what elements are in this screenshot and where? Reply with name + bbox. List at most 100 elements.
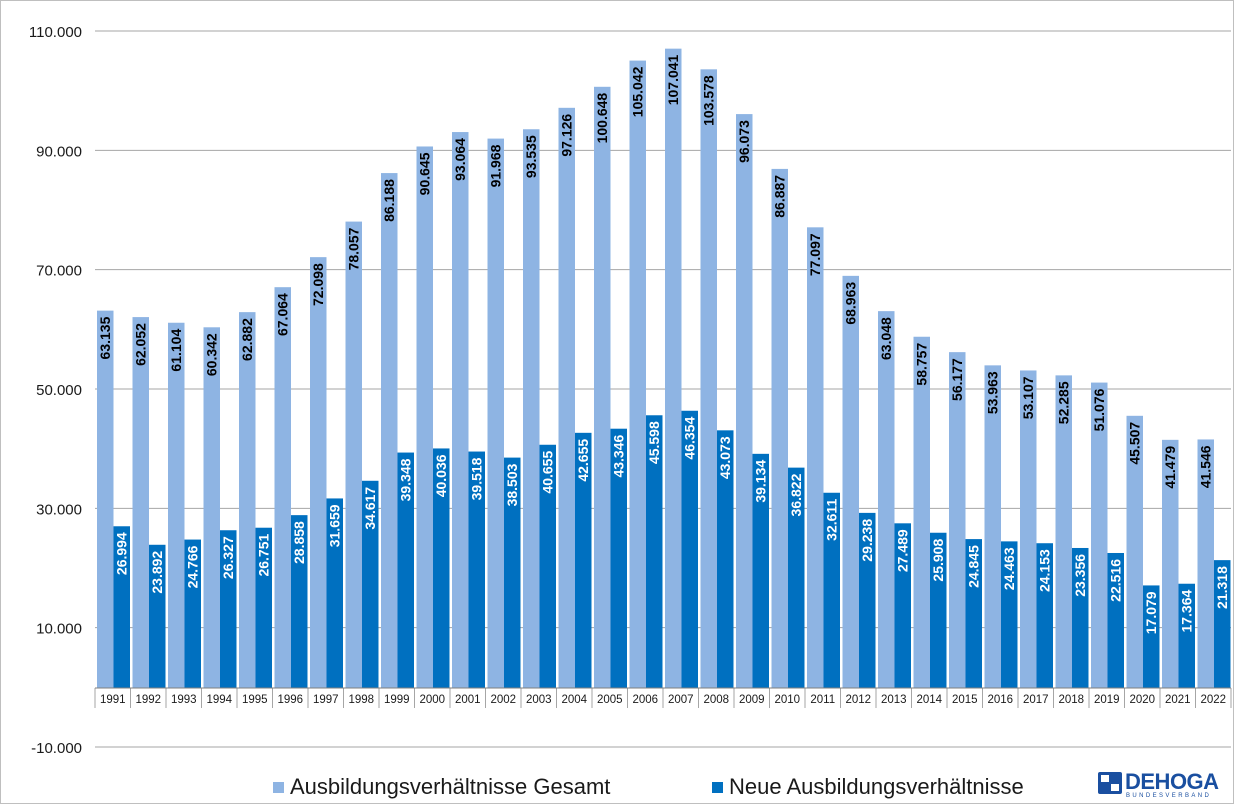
- legend-swatch-neu: [712, 781, 723, 793]
- data-label-neu: 34.617: [362, 487, 378, 530]
- bar-neu: [1143, 585, 1160, 688]
- data-label-gesamt: 53.963: [985, 371, 1001, 414]
- bar-neu: [788, 467, 805, 688]
- bar-neu: [1072, 547, 1089, 688]
- bar-neu: [752, 453, 769, 688]
- bar-neu: [255, 527, 272, 688]
- bar-gesamt: [203, 327, 220, 688]
- bar-neu: [433, 448, 450, 688]
- data-label-neu: 25.908: [930, 539, 946, 582]
- data-label-neu: 38.503: [504, 463, 520, 506]
- data-label-neu: 22.516: [1108, 559, 1124, 602]
- data-label-gesamt: 91.968: [488, 144, 504, 187]
- data-label-neu: 26.751: [256, 534, 272, 577]
- bar-neu: [965, 539, 982, 688]
- x-tick-label: 1999: [384, 694, 410, 706]
- legend-item-gesamt: Ausbildungsverhältnisse Gesamt: [273, 774, 610, 800]
- x-tick-label: 1992: [135, 694, 161, 706]
- x-tick-label: 2002: [490, 694, 516, 706]
- bar-gesamt: [345, 221, 362, 688]
- data-label-gesamt: 63.048: [878, 317, 894, 360]
- data-label-gesamt: 78.057: [346, 227, 362, 270]
- bar-neu: [1214, 560, 1231, 688]
- x-tick-label: 2013: [881, 694, 907, 706]
- bar-gesamt: [1020, 370, 1037, 688]
- dehoga-logo: DEHOGA BUNDESVERBAND: [1098, 769, 1230, 803]
- data-label-gesamt: 41.479: [1162, 446, 1178, 489]
- x-tick-label: 1997: [313, 694, 339, 706]
- data-label-gesamt: 62.052: [133, 323, 149, 366]
- data-label-gesamt: 67.064: [275, 293, 291, 336]
- bar-neu: [504, 457, 521, 688]
- data-label-gesamt: 97.126: [559, 114, 575, 157]
- bar-neu: [468, 451, 485, 688]
- bar-neu: [575, 432, 592, 688]
- data-label-neu: 21.318: [1214, 566, 1230, 609]
- legend-label-neu: Neue Ausbildungsverhältnisse: [729, 774, 1024, 799]
- x-tick-label: 2019: [1094, 694, 1120, 706]
- x-tick-label: 2000: [419, 694, 445, 706]
- data-label-gesamt: 63.135: [97, 316, 113, 359]
- bar-neu: [326, 498, 343, 688]
- data-label-gesamt: 86.887: [772, 175, 788, 218]
- data-label-neu: 17.079: [1143, 591, 1159, 634]
- bar-gesamt: [381, 173, 398, 689]
- data-label-neu: 45.598: [646, 421, 662, 464]
- bar-gesamt: [487, 138, 504, 688]
- bar-gesamt: [807, 227, 824, 688]
- x-tick-label: 2005: [597, 694, 623, 706]
- bar-gesamt: [913, 336, 930, 688]
- y-tick-label: 10.000: [36, 621, 82, 638]
- y-tick-label: 110.000: [29, 24, 82, 41]
- data-label-gesamt: 86.188: [381, 179, 397, 222]
- x-tick-label: 2017: [1023, 694, 1049, 706]
- x-tick-label: 2015: [952, 694, 978, 706]
- bar-neu: [610, 428, 627, 688]
- bar-neu: [149, 544, 166, 688]
- x-tick-label: 1996: [277, 694, 303, 706]
- data-label-gesamt: 103.578: [701, 75, 717, 126]
- bar-gesamt: [1197, 439, 1214, 688]
- x-tick-label: 2008: [703, 694, 729, 706]
- data-label-neu: 40.655: [540, 451, 556, 494]
- bar-neu: [113, 526, 130, 688]
- x-tick-label: 2014: [916, 694, 942, 706]
- data-label-gesamt: 53.107: [1020, 376, 1036, 419]
- bar-neu: [1036, 543, 1053, 688]
- data-label-gesamt: 107.041: [665, 54, 681, 105]
- data-label-gesamt: 60.342: [204, 333, 220, 376]
- data-label-neu: 32.611: [824, 499, 840, 541]
- x-tick-label: 2018: [1058, 694, 1084, 706]
- bar-neu: [1001, 541, 1018, 688]
- data-label-neu: 24.153: [1037, 549, 1053, 592]
- data-label-gesamt: 52.285: [1056, 381, 1072, 424]
- x-tick-label: 1998: [348, 694, 374, 706]
- bar-gesamt: [842, 275, 859, 688]
- data-label-gesamt: 93.064: [452, 138, 468, 181]
- bar-gesamt: [1055, 375, 1072, 688]
- x-tick-label: 1994: [206, 694, 232, 706]
- bar-neu: [362, 480, 379, 688]
- x-tick-label: 2020: [1129, 694, 1155, 706]
- bar-gesamt: [168, 322, 185, 688]
- x-tick-label: 2021: [1165, 694, 1191, 706]
- data-label-gesamt: 105.042: [630, 66, 646, 117]
- x-tick-label: 2004: [561, 694, 587, 706]
- bar-gesamt: [629, 60, 646, 688]
- bar-gesamt: [310, 257, 327, 688]
- y-tick-label: 70.000: [36, 263, 82, 280]
- dehoga-logo-wordmark: DEHOGA: [1125, 769, 1219, 794]
- x-tick-label: 2003: [526, 694, 552, 706]
- data-label-neu: 40.036: [433, 454, 449, 497]
- y-tick-label: -10.000: [31, 740, 82, 757]
- bar-gesamt: [558, 107, 575, 688]
- data-label-neu: 31.659: [327, 504, 343, 547]
- x-tick-label: 2022: [1200, 694, 1226, 706]
- bar-neu: [184, 539, 201, 688]
- data-label-gesamt: 51.076: [1091, 388, 1107, 431]
- y-tick-label: 90.000: [36, 143, 82, 160]
- bar-neu: [646, 415, 663, 688]
- x-tick-label: 2001: [455, 694, 481, 706]
- bar-gesamt: [452, 132, 469, 689]
- x-tick-label: 1993: [171, 694, 197, 706]
